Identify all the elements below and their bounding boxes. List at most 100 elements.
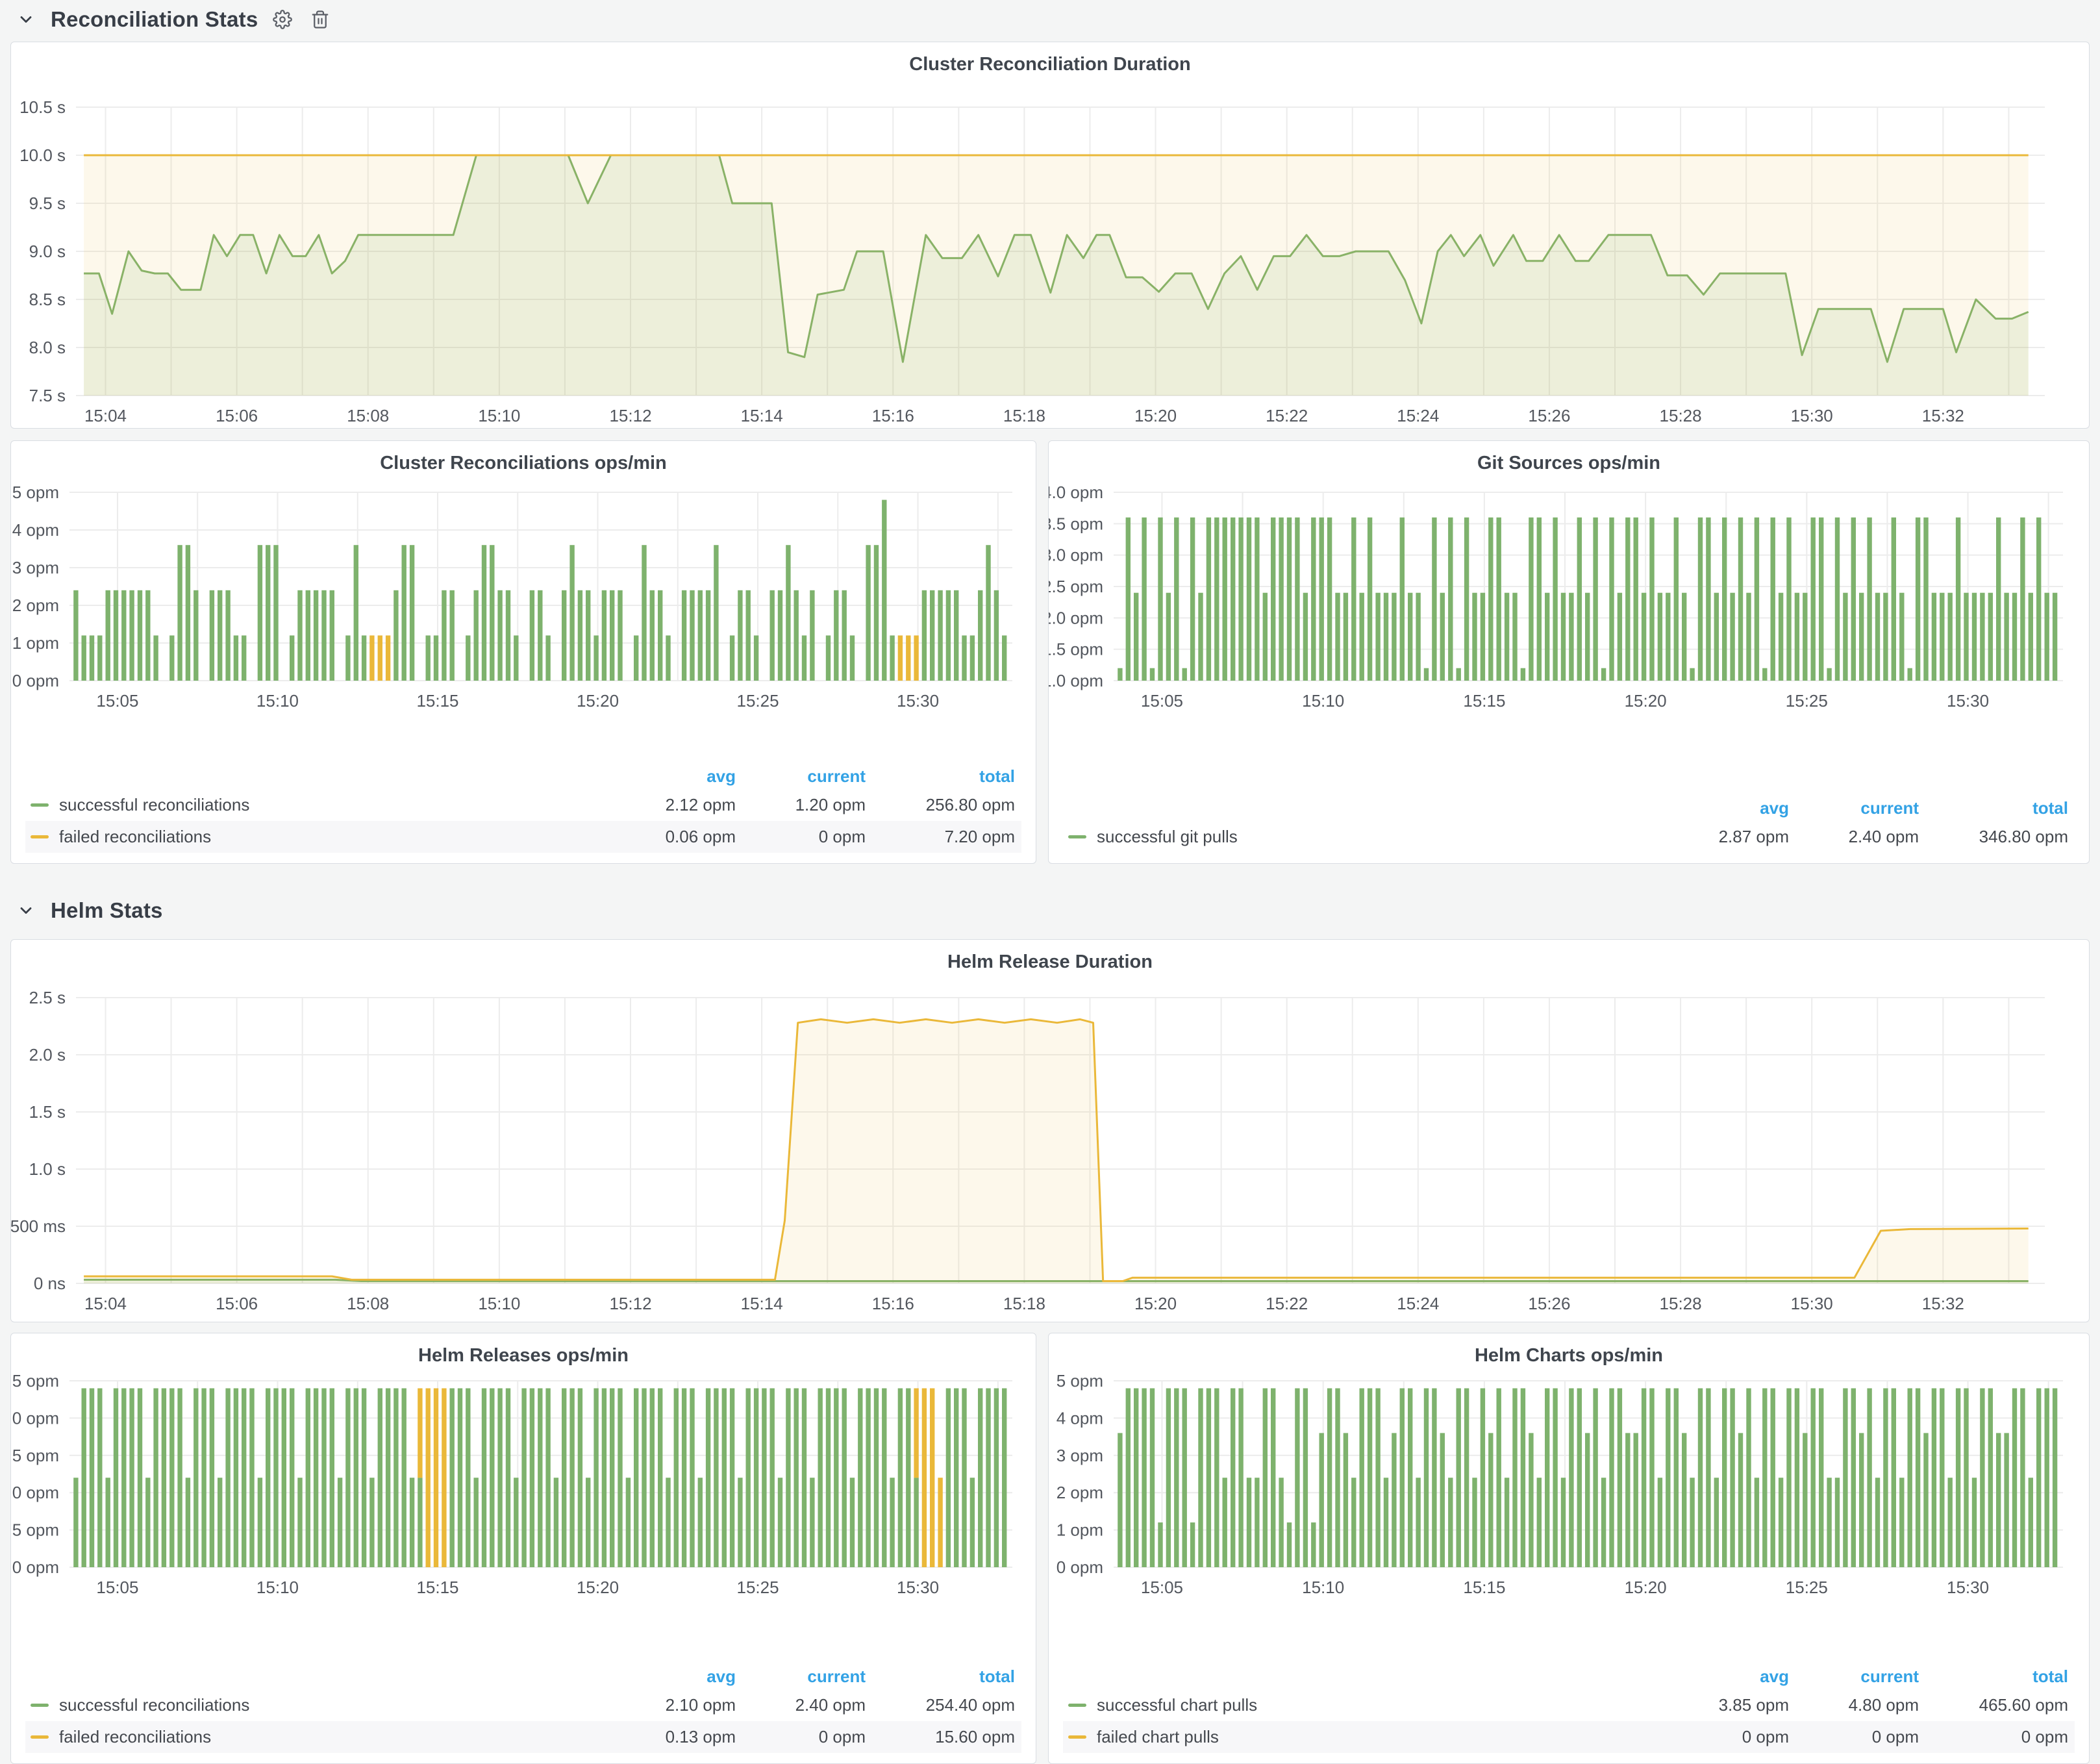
legend-header-current[interactable]: current <box>807 766 866 786</box>
legend-header-avg[interactable]: avg <box>1760 1666 1789 1686</box>
legend-header-avg[interactable]: avg <box>706 766 736 786</box>
cluster-reconciliation-duration-chart[interactable]: 7.5 s 8.0 s 8.5 s 9.0 s 9.5 s 10.0 s 10.5 s 15:… <box>11 42 2089 428</box>
panel-title[interactable]: Cluster Reconciliations ops/min <box>380 453 667 473</box>
legend-series-label[interactable]: successful chart pulls <box>1063 1695 1659 1715</box>
axis-tick-label: 0.5 opm <box>11 1520 59 1540</box>
helm-release-duration-canvas[interactable]: 0 ns 500 ms 1.0 s 1.5 s 2.0 s 2.5 s 15:04 15:06… <box>10 940 2089 1322</box>
legend-row: failed reconciliations 0.06 opm 0 opm 7.20 … <box>25 821 1021 853</box>
chevron-down-icon[interactable] <box>13 898 39 924</box>
legend-header-total[interactable]: total <box>979 1666 1015 1686</box>
axis-tick-label: 15:04 <box>84 1294 127 1313</box>
legend-stat-avg: 2.10 opm <box>665 1695 736 1715</box>
legend-stat-total: 0 opm <box>2021 1727 2068 1746</box>
axis-tick-label: 2.5 opm <box>11 1371 59 1391</box>
gear-icon[interactable] <box>269 6 295 32</box>
axis-tick-label: 2.0 s <box>29 1045 66 1065</box>
legend-helm-releases: avg current total successful reconciliation… <box>25 1663 1021 1753</box>
series-color-dash-icon <box>31 803 49 807</box>
axis-tick-label: 15:04 <box>84 406 127 425</box>
git-sources-chart[interactable]: 1.0 opm 1.5 opm 2.0 opm 2.5 opm 3.0 opm 3.5 o… <box>1042 441 2089 863</box>
axis-tick-label: 15:10 <box>1302 1578 1344 1597</box>
legend-header-current[interactable]: current <box>807 1666 866 1686</box>
axis-tick-label: 15:16 <box>872 406 914 425</box>
legend-stat-total: 15.60 opm <box>935 1727 1015 1746</box>
legend-series-label[interactable]: successful reconciliations <box>25 1695 606 1715</box>
axis-tick-label: 3.5 opm <box>1049 514 1103 533</box>
axis-tick-label: 15:05 <box>1141 691 1183 711</box>
axis-tick-label: 3.0 opm <box>1049 546 1103 565</box>
axis-tick-label: 7.5 s <box>29 386 66 405</box>
cluster-reconciliation-duration-canvas[interactable]: 7.5 s 8.0 s 8.5 s 9.0 s 9.5 s 10.0 s 10.5 s 15:… <box>11 42 2089 428</box>
section-title[interactable]: Reconciliation Stats <box>51 7 258 31</box>
panel-title[interactable]: Helm Release Duration <box>947 951 1153 972</box>
legend-header-current[interactable]: current <box>1860 1666 1919 1686</box>
legend-header-avg[interactable]: avg <box>1760 798 1789 818</box>
legend-stat-avg: 0.13 opm <box>665 1727 736 1746</box>
legend-series-label[interactable]: failed reconciliations <box>25 1727 606 1747</box>
legend-row: successful reconciliations 2.10 opm 2.40 o… <box>25 1689 1021 1721</box>
axis-tick-label: 15:05 <box>96 691 138 711</box>
git-sources-opm-canvas[interactable]: 1.0 opm 1.5 opm 2.0 opm 2.5 opm 3.0 opm 3.5 o… <box>1042 441 2089 863</box>
axis-tick-label: 2.0 opm <box>1049 608 1103 627</box>
legend-header-total[interactable]: total <box>2032 1666 2068 1686</box>
axis-tick-label: 15:26 <box>1528 406 1570 425</box>
axis-tick-label: 0 opm <box>12 671 59 690</box>
panel-title[interactable]: Cluster Reconciliation Duration <box>909 54 1191 75</box>
legend-stat-current: 2.40 opm <box>1848 827 1919 846</box>
legend-row: failed chart pulls 0 opm 0 opm 0 opm <box>1063 1721 2075 1753</box>
section-title[interactable]: Helm Stats <box>51 898 163 922</box>
axis-tick-label: 2.0 opm <box>11 1408 59 1428</box>
legend-stat-current: 0 opm <box>818 1727 866 1746</box>
helm-charts-opm-canvas[interactable]: 0 opm 1 opm 2 opm 3 opm 4 opm 5 opm 15:05 15:10… <box>1049 1333 2089 1763</box>
axis-tick-label: 15:25 <box>1786 1578 1828 1597</box>
legend-cluster-reconciliations: avg current total successful reconciliation… <box>25 763 1021 853</box>
helm-releases-opm-canvas[interactable]: 0 opm 0.5 opm 1.0 opm 1.5 opm 2.0 opm 2.5 opm… <box>0 1333 1036 1763</box>
legend-series-label[interactable]: failed chart pulls <box>1063 1727 1659 1747</box>
series-area-yellow <box>84 155 2029 396</box>
cluster-reconciliations-opm-canvas[interactable]: 0 opm 1 opm 2 opm 3 opm 4 opm 5 opm 15:05 15:10… <box>11 441 1036 863</box>
legend-series-label[interactable]: successful git pulls <box>1063 827 1659 847</box>
axis-tick-label: 15:22 <box>1266 1294 1308 1313</box>
axis-tick-label: 15:10 <box>478 1294 520 1313</box>
legend-stat-total: 256.80 opm <box>925 795 1015 814</box>
axis-tick-label: 15:12 <box>609 1294 651 1313</box>
axis-tick-label: 15:30 <box>1947 1578 1989 1597</box>
panel-title[interactable]: Git Sources ops/min <box>1477 453 1660 473</box>
chevron-down-icon[interactable] <box>13 6 39 32</box>
axis-tick-label: 15:28 <box>1660 1294 1702 1313</box>
section-header-helm-stats: Helm Stats <box>13 894 163 927</box>
panel-title[interactable]: Helm Charts ops/min <box>1474 1345 1664 1366</box>
legend-stat-avg: 3.85 opm <box>1718 1695 1789 1715</box>
axis-tick-label: 15:15 <box>416 1578 458 1597</box>
axis-tick-label: 1.0 s <box>29 1159 66 1179</box>
axis-tick-label: 2 opm <box>12 596 59 615</box>
legend-header-current[interactable]: current <box>1860 798 1919 818</box>
legend-header-total[interactable]: total <box>2032 798 2068 818</box>
axis-tick-label: 15:32 <box>1922 1294 1964 1313</box>
legend-header-row: avg current total <box>25 763 1021 789</box>
helm-charts-chart[interactable]: 0 opm 1 opm 2 opm 3 opm 4 opm 5 opm 15:05 15:10… <box>1049 1333 2089 1763</box>
legend-series-label[interactable]: successful reconciliations <box>25 795 606 815</box>
legend-stat-current: 1.20 opm <box>795 795 866 814</box>
grid-lines <box>76 997 2045 1284</box>
series-color-dash-icon <box>1068 1735 1086 1739</box>
axis-tick-label: 15:30 <box>1791 406 1833 425</box>
series-color-dash-icon <box>1068 1704 1086 1707</box>
axis-tick-label: 10.0 s <box>19 145 66 165</box>
cluster-reconciliations-chart[interactable]: 0 opm 1 opm 2 opm 3 opm 4 opm 5 opm 15:05 15:10… <box>11 441 1036 863</box>
legend-row: successful chart pulls 3.85 opm 4.80 opm 46… <box>1063 1689 2075 1721</box>
legend-stat-avg: 0 opm <box>1742 1727 1789 1746</box>
axis-tick-label: 15:30 <box>897 691 939 711</box>
helm-release-duration-chart[interactable]: 0 ns 500 ms 1.0 s 1.5 s 2.0 s 2.5 s 15:04 15:06… <box>10 940 2089 1322</box>
legend-series-label[interactable]: failed reconciliations <box>25 827 606 847</box>
trash-icon[interactable] <box>307 6 333 32</box>
axis-tick-label: 15:10 <box>256 691 299 711</box>
helm-releases-chart[interactable]: 0 opm 0.5 opm 1.0 opm 1.5 opm 2.0 opm 2.5 opm… <box>0 1333 1036 1763</box>
legend-header-avg[interactable]: avg <box>706 1666 736 1686</box>
panel-title[interactable]: Helm Releases ops/min <box>418 1345 629 1366</box>
panel-helm-charts: Helm Charts ops/min 0 opm 1 opm 2 opm 3 opm… <box>1048 1333 2090 1764</box>
panel-helm-release-duration: Helm Release Duration 0 ns 500 ms 1.0 s 1.5… <box>10 939 2090 1322</box>
legend-header-total[interactable]: total <box>979 766 1015 786</box>
axis-tick-label: 10.5 s <box>19 97 66 117</box>
